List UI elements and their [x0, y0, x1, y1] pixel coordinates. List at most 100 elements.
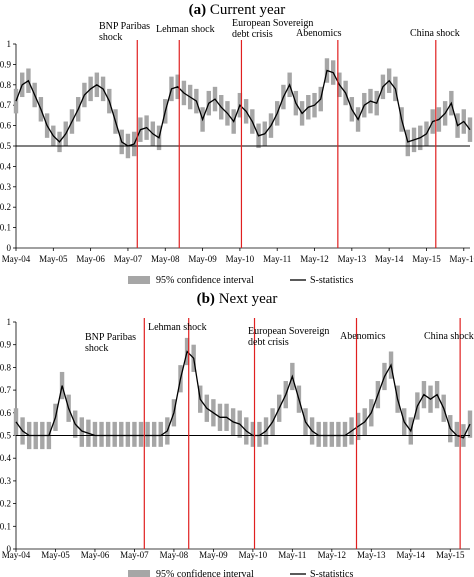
panel-title: (b) Next year — [197, 291, 278, 307]
panel-b: (b) Next year 0 0.1 0.2 0.3 0.4 0.5 0.6 0.7 0.8 0.… — [0, 291, 474, 577]
legend-ci-swatch — [128, 276, 150, 284]
ci-bar — [119, 421, 124, 447]
legend-ci-swatch — [128, 570, 150, 577]
y-tick-label: 0 — [7, 243, 12, 253]
ci-bar — [257, 421, 262, 447]
event-label-line: Abenomics — [340, 331, 386, 342]
x-tick-label: May-13 — [357, 550, 386, 560]
x-tick-label: May-08 — [160, 550, 189, 560]
y-tick-label: 0.3 — [0, 476, 12, 486]
event-label: Lehman shock — [148, 322, 207, 333]
y-tick-label: 1 — [7, 39, 12, 49]
y-tick-label: 0.6 — [0, 121, 12, 131]
y-tick-label: 1 — [7, 317, 12, 327]
event-label-line: China shock — [424, 331, 474, 342]
y-tick-label: 0.7 — [0, 100, 12, 110]
ci-bar — [323, 421, 328, 447]
ci-bar — [92, 421, 98, 447]
legend-line-label: S-statistics — [310, 569, 353, 577]
s-statistics-line — [15, 350, 471, 439]
y-tick-label: 0.9 — [0, 59, 12, 69]
ci-bar — [125, 421, 131, 447]
x-tick-label: May-13 — [338, 254, 367, 264]
y-tick-label: 0 — [7, 544, 12, 554]
event-label-line: shock — [99, 32, 122, 43]
x-tick-label: May-06 — [81, 550, 110, 560]
ci-bar — [151, 421, 157, 447]
x-tick-label: May-04 — [2, 254, 31, 264]
ci-bar — [250, 421, 256, 447]
x-tick-label: May-15 — [412, 254, 441, 264]
event-label: European Sovereign debt crisis — [248, 326, 329, 348]
x-tick-label: May-16 — [450, 254, 474, 264]
x-tick-label: May-10 — [226, 254, 255, 264]
event-label-line: Lehman shock — [156, 24, 215, 35]
x-tick-label: May-12 — [300, 254, 329, 264]
event-label: BNP Paribas shock — [99, 21, 150, 43]
event-label-line: Abenomics — [296, 28, 342, 39]
ci-bar — [454, 421, 460, 447]
panel-title-text: Next year — [219, 291, 278, 307]
ci-bar — [158, 421, 163, 447]
event-label-line: shock — [85, 343, 108, 354]
x-tick-label: May-10 — [239, 550, 268, 560]
ci-bar — [99, 421, 104, 447]
event-label: Lehman shock — [156, 24, 215, 35]
event-label: China shock — [410, 28, 460, 39]
event-label: European Sovereign debt crisis — [232, 18, 313, 40]
y-tick-label: 0.4 — [0, 161, 12, 171]
x-tick-label: May-05 — [39, 254, 68, 264]
y-tick-label: 0.5 — [0, 141, 12, 151]
x-tick-label: May-06 — [76, 254, 105, 264]
x-tick-label: May-14 — [397, 550, 426, 560]
y-tick-label: 0.7 — [0, 385, 12, 395]
x-tick-label: May-05 — [41, 550, 70, 560]
x-tick-label: May-15 — [436, 550, 465, 560]
x-tick-label: May-08 — [151, 254, 180, 264]
event-label-line: European Sovereign — [248, 326, 329, 337]
y-tick-label: 0.8 — [0, 362, 12, 372]
x-tick-label: May-07 — [114, 254, 143, 264]
ci-bar — [105, 421, 111, 447]
legend-line-label: S-statistics — [310, 275, 353, 286]
panel-title-text: Current year — [210, 2, 285, 18]
s-statistics-line — [15, 69, 471, 147]
legend-ci-label: 95% confidence interval — [156, 569, 254, 577]
ci-bar — [316, 421, 321, 447]
x-tick-label: May-11 — [263, 254, 291, 264]
y-tick-label: 0.2 — [0, 499, 11, 509]
panel-a: (a) Current year 0 0.1 0.2 0.3 0.4 0.5 0.6 0.7 0.… — [0, 2, 474, 286]
ci-bar — [342, 421, 348, 447]
event-label-line: China shock — [410, 28, 460, 39]
event-label: Abenomics — [340, 331, 386, 342]
panel-label: (b) — [197, 291, 219, 307]
ci-bar — [13, 88, 19, 114]
y-tick-label: 0.5 — [0, 431, 12, 441]
y-tick-label: 0.6 — [0, 408, 12, 418]
event-label-line: debt crisis — [232, 29, 273, 40]
event-label-line: debt crisis — [248, 337, 289, 348]
x-tick-label: May-09 — [199, 550, 228, 560]
ci-bar — [132, 421, 137, 447]
y-tick-label: 0.4 — [0, 453, 12, 463]
event-label: China shock — [424, 331, 474, 342]
ci-bar — [329, 421, 335, 447]
ci-bar — [138, 421, 144, 447]
x-tick-label: May-04 — [2, 550, 31, 560]
y-tick-label: 0.9 — [0, 340, 12, 350]
x-tick-label: May-14 — [375, 254, 404, 264]
y-tick-label: 0.1 — [0, 223, 11, 233]
x-tick-label: May-07 — [120, 550, 149, 560]
y-tick-label: 0.2 — [0, 202, 11, 212]
y-tick-label: 0.1 — [0, 521, 11, 531]
event-label-line: Lehman shock — [148, 322, 207, 333]
event-label: BNP Paribas shock — [85, 332, 136, 354]
ci-bar — [336, 421, 341, 447]
y-tick-label: 0.8 — [0, 80, 12, 90]
event-label-line: European Sovereign — [232, 18, 313, 29]
panel-label: (a) — [189, 2, 210, 18]
ci-bar — [112, 421, 117, 447]
ci-bar — [13, 408, 19, 436]
x-tick-label: May-09 — [188, 254, 217, 264]
